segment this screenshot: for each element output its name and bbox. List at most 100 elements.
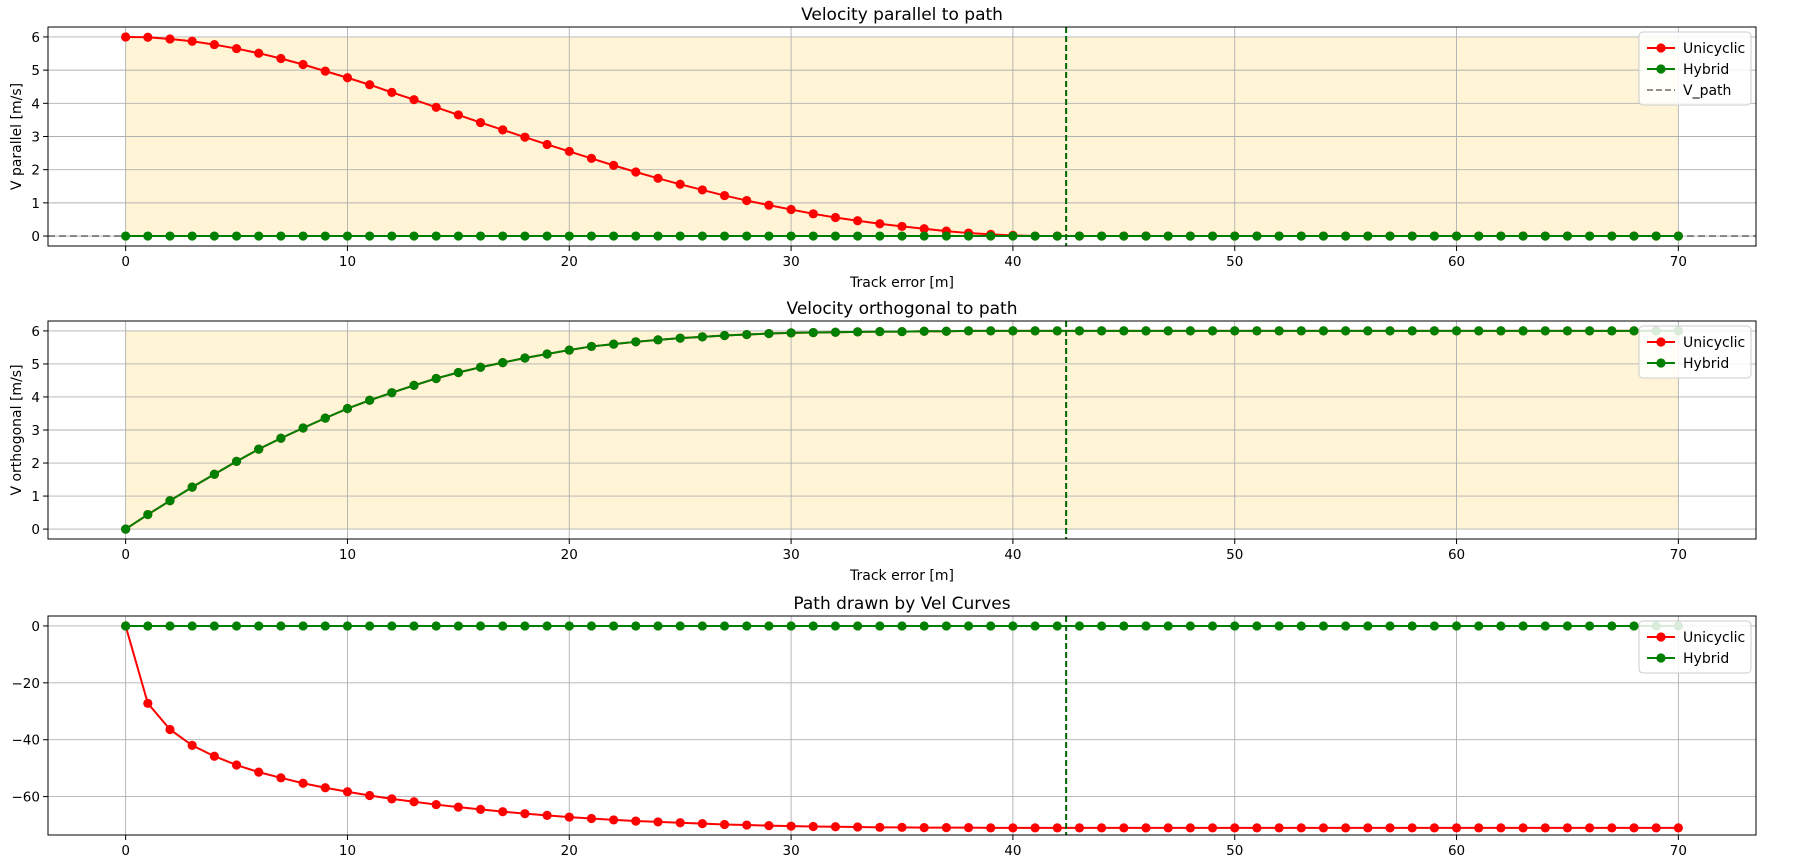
data-point-unicyclic <box>653 817 663 827</box>
data-point-hybrid <box>830 621 841 631</box>
data-point-hybrid <box>1451 231 1462 241</box>
data-point-hybrid <box>1318 326 1329 336</box>
legend-marker <box>1656 358 1666 368</box>
data-point-unicyclic <box>520 132 530 142</box>
data-point-hybrid <box>1074 231 1085 241</box>
data-point-unicyclic <box>1385 823 1395 833</box>
data-point-hybrid <box>941 231 951 241</box>
data-point-hybrid <box>231 456 242 466</box>
data-point-hybrid <box>498 621 508 631</box>
data-point-unicyclic <box>409 95 419 105</box>
data-point-hybrid <box>209 621 219 631</box>
data-point-hybrid <box>165 496 175 506</box>
data-point-hybrid <box>365 395 375 405</box>
data-point-unicyclic <box>1673 823 1683 833</box>
data-point-unicyclic <box>963 823 974 833</box>
data-point-hybrid <box>764 328 774 339</box>
data-point-hybrid <box>1296 326 1306 336</box>
data-point-unicyclic <box>187 36 197 46</box>
data-point-hybrid <box>941 621 951 631</box>
data-point-hybrid <box>1119 326 1129 336</box>
data-point-hybrid <box>1341 231 1351 241</box>
x-tick-label: 20 <box>561 547 578 563</box>
data-point-unicyclic <box>897 822 907 832</box>
data-point-unicyclic <box>187 740 197 751</box>
data-point-unicyclic <box>387 794 397 804</box>
data-point-unicyclic <box>742 820 752 830</box>
data-point-hybrid <box>1429 326 1439 336</box>
data-point-hybrid <box>1008 621 1018 631</box>
data-point-hybrid <box>187 482 197 492</box>
data-point-hybrid <box>1097 621 1107 631</box>
data-point-hybrid <box>298 423 308 433</box>
data-point-hybrid <box>143 231 153 241</box>
data-point-hybrid <box>963 326 974 336</box>
x-tick-label: 60 <box>1448 547 1465 563</box>
data-point-unicyclic <box>342 73 353 83</box>
data-point-hybrid <box>564 231 574 241</box>
data-point-hybrid <box>1451 326 1462 336</box>
data-point-hybrid <box>409 380 419 391</box>
data-point-unicyclic <box>941 823 951 833</box>
data-point-unicyclic <box>719 819 730 830</box>
data-point-hybrid <box>365 231 375 241</box>
data-point-hybrid <box>1540 231 1550 241</box>
data-point-hybrid <box>875 326 885 337</box>
data-point-unicyclic <box>764 200 774 210</box>
data-point-unicyclic <box>498 125 508 135</box>
data-point-hybrid <box>1185 326 1195 336</box>
data-point-hybrid <box>342 403 353 414</box>
data-point-hybrid <box>1607 231 1617 241</box>
x-tick-label: 70 <box>1670 254 1687 270</box>
data-point-hybrid <box>1562 231 1573 241</box>
data-point-unicyclic <box>1429 823 1439 833</box>
data-point-hybrid <box>719 330 730 341</box>
data-point-hybrid <box>853 231 863 241</box>
data-point-unicyclic <box>1141 823 1151 833</box>
y-tick-label: 3 <box>31 423 40 439</box>
data-point-unicyclic <box>542 810 552 820</box>
data-point-hybrid <box>719 231 730 241</box>
data-point-hybrid <box>1119 621 1129 631</box>
data-point-unicyclic <box>1341 823 1351 833</box>
data-point-hybrid <box>276 621 286 631</box>
data-point-hybrid <box>1585 326 1595 336</box>
y-tick-label: −20 <box>12 676 41 692</box>
data-point-hybrid <box>1008 231 1018 241</box>
data-point-hybrid <box>919 621 929 631</box>
y-tick-label: 1 <box>31 489 40 505</box>
data-point-hybrid <box>853 327 863 337</box>
data-point-unicyclic <box>231 43 242 54</box>
x-tick-label: 10 <box>339 547 356 563</box>
x-tick-label: 60 <box>1448 254 1465 270</box>
data-point-hybrid <box>1141 326 1151 336</box>
data-point-unicyclic <box>786 821 796 831</box>
data-point-unicyclic <box>853 822 863 832</box>
y-tick-label: 4 <box>31 96 40 112</box>
data-point-unicyclic <box>808 209 818 219</box>
data-point-hybrid <box>1629 326 1639 336</box>
data-point-hybrid <box>1540 621 1550 631</box>
data-point-unicyclic <box>1052 823 1062 833</box>
data-point-unicyclic <box>431 102 441 112</box>
data-point-hybrid <box>187 231 197 241</box>
data-point-hybrid <box>1030 326 1040 336</box>
data-point-unicyclic <box>1274 823 1284 833</box>
data-point-unicyclic <box>1296 823 1306 833</box>
data-point-hybrid <box>1562 326 1573 336</box>
data-point-unicyclic <box>1163 823 1173 833</box>
legend-marker <box>1656 64 1666 74</box>
data-point-hybrid <box>1518 231 1528 241</box>
legend: Unicyclic Hybrid V_path <box>1638 31 1752 106</box>
data-point-hybrid <box>697 332 707 342</box>
data-point-unicyclic <box>475 117 486 128</box>
data-point-unicyclic <box>431 799 441 810</box>
legend: Unicyclic Hybrid <box>1638 325 1752 379</box>
data-point-unicyclic <box>1562 823 1573 833</box>
data-point-unicyclic <box>986 823 996 833</box>
data-point-unicyclic <box>830 822 841 832</box>
data-point-hybrid <box>1407 231 1417 241</box>
data-point-hybrid <box>431 621 441 631</box>
data-point-unicyclic <box>1451 823 1462 833</box>
data-point-hybrid <box>209 231 219 241</box>
